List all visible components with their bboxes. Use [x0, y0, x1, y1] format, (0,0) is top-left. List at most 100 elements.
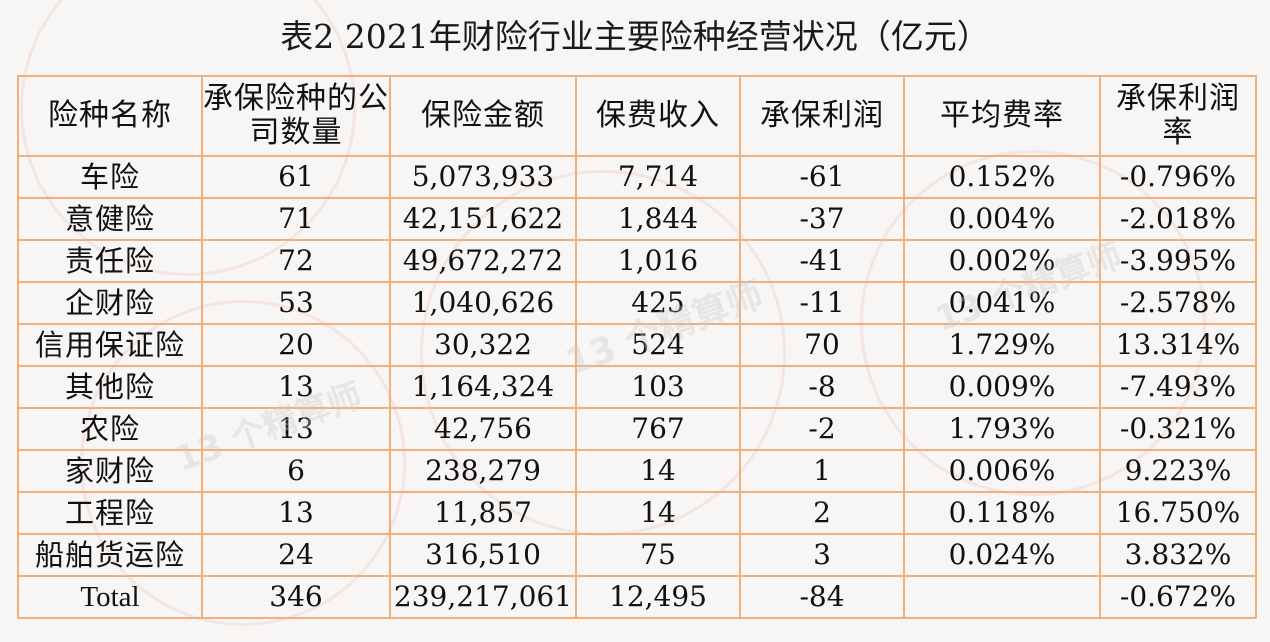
row-amount: 1,040,626	[389, 281, 577, 325]
row-premium: 1,844	[575, 197, 741, 241]
row-premium: 524	[575, 323, 741, 367]
table-row: 工程险 13 11,857 14 2 0.118% 16.750%	[17, 491, 1257, 535]
table-row: 家财险 6 238,279 14 1 0.006% 9.223%	[17, 449, 1257, 493]
row-profit: -8	[739, 365, 905, 409]
row-premium: 75	[575, 533, 741, 577]
table-row: 农险 13 42,756 767 -2 1.793% -0.321%	[17, 407, 1257, 451]
row-amount: 11,857	[389, 491, 577, 535]
row-amount: 42,151,622	[389, 197, 577, 241]
row-premium: 767	[575, 407, 741, 451]
row-name: 其他险	[17, 365, 203, 409]
row-count: 53	[201, 281, 391, 325]
row-profit: -37	[739, 197, 905, 241]
row-profit: -41	[739, 239, 905, 283]
header-cell: 承保利润	[739, 75, 905, 157]
row-name: 船舶货运险	[17, 533, 203, 577]
table-row: 车险 61 5,073,933 7,714 -61 0.152% -0.796%	[17, 155, 1257, 199]
total-margin: -0.672%	[1099, 575, 1257, 619]
row-rate: 0.152%	[903, 155, 1101, 199]
row-margin: 16.750%	[1099, 491, 1257, 535]
row-premium: 14	[575, 491, 741, 535]
row-margin: -2.018%	[1099, 197, 1257, 241]
row-margin: -2.578%	[1099, 281, 1257, 325]
row-name: 工程险	[17, 491, 203, 535]
row-name: 企财险	[17, 281, 203, 325]
row-profit: 3	[739, 533, 905, 577]
row-amount: 49,672,272	[389, 239, 577, 283]
row-profit: -2	[739, 407, 905, 451]
row-rate: 0.002%	[903, 239, 1101, 283]
row-name: 意健险	[17, 197, 203, 241]
row-count: 13	[201, 407, 391, 451]
row-name: 责任险	[17, 239, 203, 283]
row-rate: 0.004%	[903, 197, 1101, 241]
row-rate: 0.024%	[903, 533, 1101, 577]
row-name: 车险	[17, 155, 203, 199]
header-cell: 承保利润率	[1099, 75, 1257, 157]
row-margin: -3.995%	[1099, 239, 1257, 283]
header-cell: 险种名称	[17, 75, 203, 157]
row-profit: 70	[739, 323, 905, 367]
row-name: 农险	[17, 407, 203, 451]
row-rate: 0.118%	[903, 491, 1101, 535]
row-count: 20	[201, 323, 391, 367]
row-profit: 2	[739, 491, 905, 535]
row-margin: 13.314%	[1099, 323, 1257, 367]
row-premium: 103	[575, 365, 741, 409]
row-profit: 1	[739, 449, 905, 493]
row-count: 6	[201, 449, 391, 493]
header-cell-text: 承保险种的公司数量	[203, 81, 389, 150]
row-rate: 0.006%	[903, 449, 1101, 493]
total-name: Total	[17, 575, 203, 619]
total-rate	[903, 575, 1101, 619]
total-count: 346	[201, 575, 391, 619]
header-cell: 保险金额	[389, 75, 577, 157]
row-margin: 3.832%	[1099, 533, 1257, 577]
row-margin: -0.796%	[1099, 155, 1257, 199]
row-count: 24	[201, 533, 391, 577]
row-count: 13	[201, 365, 391, 409]
row-rate: 0.009%	[903, 365, 1101, 409]
table-title: 表2 2021年财险行业主要险种经营状况（亿元）	[280, 17, 990, 56]
row-count: 61	[201, 155, 391, 199]
table-row: 其他险 13 1,164,324 103 -8 0.009% -7.493%	[17, 365, 1257, 409]
row-amount: 30,322	[389, 323, 577, 367]
table-row: 企财险 53 1,040,626 425 -11 0.041% -2.578%	[17, 281, 1257, 325]
row-premium: 1,016	[575, 239, 741, 283]
row-amount: 1,164,324	[389, 365, 577, 409]
header-cell-text: 承保利润率	[1116, 81, 1240, 150]
row-count: 13	[201, 491, 391, 535]
row-rate: 0.041%	[903, 281, 1101, 325]
insurance-table: 险种名称 承保险种的公司数量 保险金额 保费收入 承保利润 平均费率 承保利润率…	[17, 75, 1257, 619]
row-amount: 316,510	[389, 533, 577, 577]
row-profit: -11	[739, 281, 905, 325]
table-row: 信用保证险 20 30,322 524 70 1.729% 13.314%	[17, 323, 1257, 367]
row-amount: 238,279	[389, 449, 577, 493]
row-name: 家财险	[17, 449, 203, 493]
header-cell: 平均费率	[903, 75, 1101, 157]
row-amount: 42,756	[389, 407, 577, 451]
header-row: 险种名称 承保险种的公司数量 保险金额 保费收入 承保利润 平均费率 承保利润率	[17, 75, 1257, 157]
header-cell: 保费收入	[575, 75, 741, 157]
row-rate: 1.729%	[903, 323, 1101, 367]
row-count: 72	[201, 239, 391, 283]
header-cell: 承保险种的公司数量	[201, 75, 391, 157]
row-count: 71	[201, 197, 391, 241]
row-premium: 7,714	[575, 155, 741, 199]
table-row: 责任险 72 49,672,272 1,016 -41 0.002% -3.99…	[17, 239, 1257, 283]
row-premium: 14	[575, 449, 741, 493]
row-profit: -61	[739, 155, 905, 199]
row-margin: 9.223%	[1099, 449, 1257, 493]
table-row: 船舶货运险 24 316,510 75 3 0.024% 3.832%	[17, 533, 1257, 577]
row-margin: -0.321%	[1099, 407, 1257, 451]
row-amount: 5,073,933	[389, 155, 577, 199]
row-margin: -7.493%	[1099, 365, 1257, 409]
row-rate: 1.793%	[903, 407, 1101, 451]
row-name: 信用保证险	[17, 323, 203, 367]
total-amount: 239,217,061	[389, 575, 577, 619]
table-row: 意健险 71 42,151,622 1,844 -37 0.004% -2.01…	[17, 197, 1257, 241]
row-premium: 425	[575, 281, 741, 325]
total-profit: -84	[739, 575, 905, 619]
total-row: Total 346 239,217,061 12,495 -84 -0.672%	[17, 575, 1257, 619]
